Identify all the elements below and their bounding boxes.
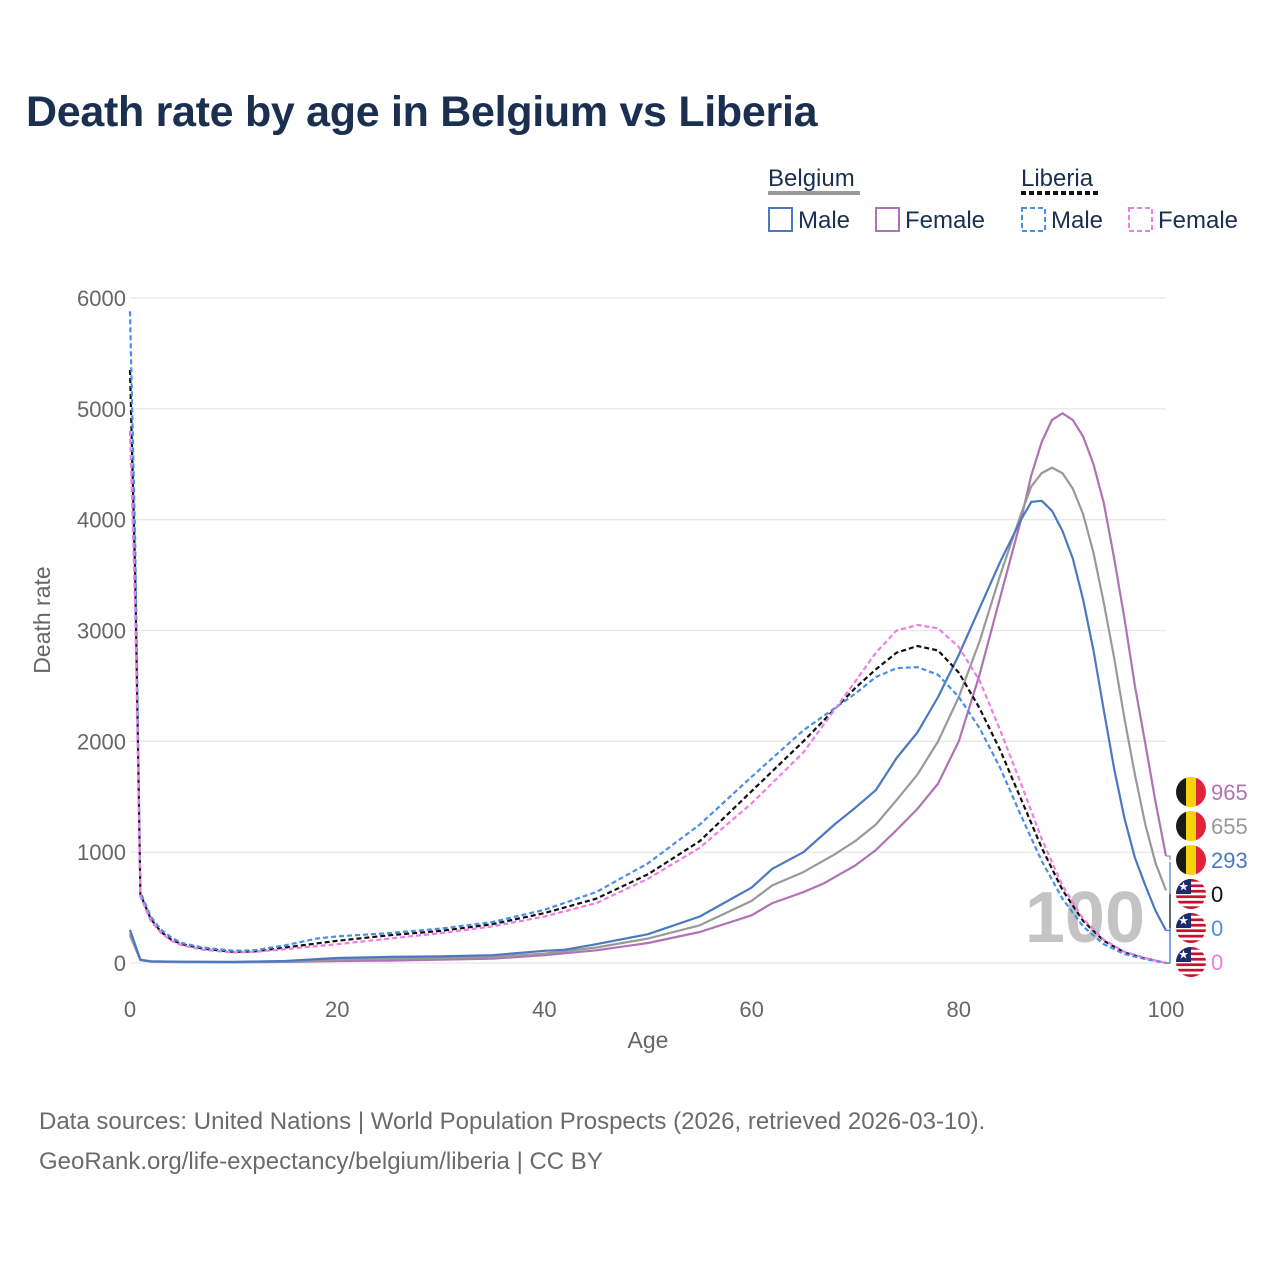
source-line-1: Data sources: United Nations | World Pop…	[39, 1108, 986, 1135]
series-lines	[128, 311, 1168, 965]
flag-stripe	[1176, 892, 1206, 896]
legend-item-male: Male	[1051, 207, 1103, 234]
end-labels: 965 655 293 ★ 0 ★ 0 ★ 0	[1166, 777, 1248, 977]
series-line-liberia-total	[128, 369, 1167, 965]
flag-stripe	[1176, 932, 1206, 936]
flag-stripe	[1176, 906, 1206, 909]
legend-group-belgium: Belgium	[768, 165, 855, 192]
series-line-belgium-total	[128, 466, 1168, 964]
flag-stripe	[1176, 811, 1186, 841]
x-axis: 0 20 40 60 80 100	[124, 997, 1184, 1022]
x-tick-label: 80	[947, 997, 971, 1022]
y-tick-label: 6000	[77, 286, 126, 311]
liberia-flag: ★	[1176, 913, 1206, 943]
y-axis-label: Death rate	[29, 566, 55, 673]
legend-item-male: Male	[798, 207, 850, 234]
x-tick-label: 0	[124, 997, 136, 1022]
y-tick-label: 2000	[77, 729, 126, 754]
y-axis: 0 1000 2000 3000 4000 5000 6000	[77, 286, 126, 976]
connector	[1166, 928, 1171, 964]
flag-stripe	[1176, 845, 1186, 875]
connector	[1166, 855, 1171, 860]
y-tick-label: 3000	[77, 619, 126, 644]
end-value-label: 965	[1211, 780, 1248, 805]
y-tick-label: 1000	[77, 840, 126, 865]
chart-title: Death rate by age in Belgium vs Liberia	[26, 88, 818, 136]
flag-star: ★	[1178, 880, 1189, 894]
flag-star: ★	[1178, 914, 1189, 928]
flag-stripe	[1176, 898, 1206, 902]
flag-stripe	[1176, 929, 1206, 933]
flag-stripe	[1196, 811, 1206, 841]
x-axis-label: Age	[628, 1027, 669, 1053]
flag-star: ★	[1178, 948, 1189, 962]
gridlines	[130, 297, 1166, 964]
x-tick-label: 100	[1148, 997, 1185, 1022]
series-line-belgium-male	[128, 499, 1167, 963]
flag-stripe	[1176, 963, 1206, 967]
legend-swatch-male	[768, 207, 793, 232]
x-tick-label: 20	[325, 997, 349, 1022]
flag-stripe	[1186, 777, 1196, 807]
legend-swatch-female	[1128, 207, 1153, 232]
source-line-2: GeoRank.org/life-expectancy/belgium/libe…	[39, 1148, 603, 1175]
series-line-liberia-female	[128, 430, 1167, 965]
flag-stripe	[1196, 845, 1206, 875]
belgium-flag	[1176, 811, 1206, 841]
flag-body	[1176, 845, 1206, 875]
current-age-label: 100	[1025, 878, 1145, 958]
liberia-flag: ★	[1176, 879, 1206, 909]
end-value-label: 655	[1211, 814, 1248, 839]
flag-stripe	[1176, 895, 1206, 899]
x-tick-label: 40	[532, 997, 556, 1022]
end-value-label: 0	[1211, 950, 1223, 975]
y-tick-label: 5000	[77, 397, 126, 422]
flag-stripe	[1176, 777, 1186, 807]
flag-stripe	[1176, 971, 1206, 975]
flag-body: ★	[1176, 947, 1206, 977]
liberia-flag: ★	[1176, 947, 1206, 977]
flag-stripe	[1186, 845, 1196, 875]
flag-stripe	[1176, 968, 1206, 972]
legend-swatch-male	[1021, 207, 1046, 232]
flag-body: ★	[1176, 913, 1206, 943]
flag-body	[1176, 777, 1206, 807]
flag-stripe	[1176, 960, 1206, 964]
flag-body: ★	[1176, 879, 1206, 909]
flag-stripe	[1186, 811, 1196, 841]
belgium-flag	[1176, 777, 1206, 807]
flag-stripe	[1176, 966, 1206, 970]
flag-stripe	[1176, 903, 1206, 907]
flag-stripe	[1176, 926, 1206, 930]
flag-body	[1176, 811, 1206, 841]
series-line-belgium-female	[128, 412, 1168, 964]
end-value-label: 0	[1211, 882, 1223, 907]
legend-item-female: Female	[905, 207, 985, 234]
flag-stripe	[1176, 937, 1206, 941]
flag-stripe	[1176, 934, 1206, 938]
flag-stripe	[1176, 900, 1206, 904]
y-tick-label: 0	[114, 951, 126, 976]
flag-stripe	[1176, 940, 1206, 943]
legend-swatch-female	[875, 207, 900, 232]
series-line-liberia-male	[128, 311, 1167, 965]
legend-group-liberia: Liberia	[1021, 165, 1094, 192]
legend-item-female: Female	[1158, 207, 1238, 234]
x-tick-label: 60	[739, 997, 763, 1022]
flag-stripe	[1196, 777, 1206, 807]
flag-stripe	[1176, 974, 1206, 977]
belgium-flag	[1176, 845, 1206, 875]
y-tick-label: 4000	[77, 508, 126, 533]
end-value-label: 0	[1211, 916, 1223, 941]
end-value-label: 293	[1211, 848, 1248, 873]
legend: Belgium Male Female Liberia Male Female	[768, 165, 1238, 234]
